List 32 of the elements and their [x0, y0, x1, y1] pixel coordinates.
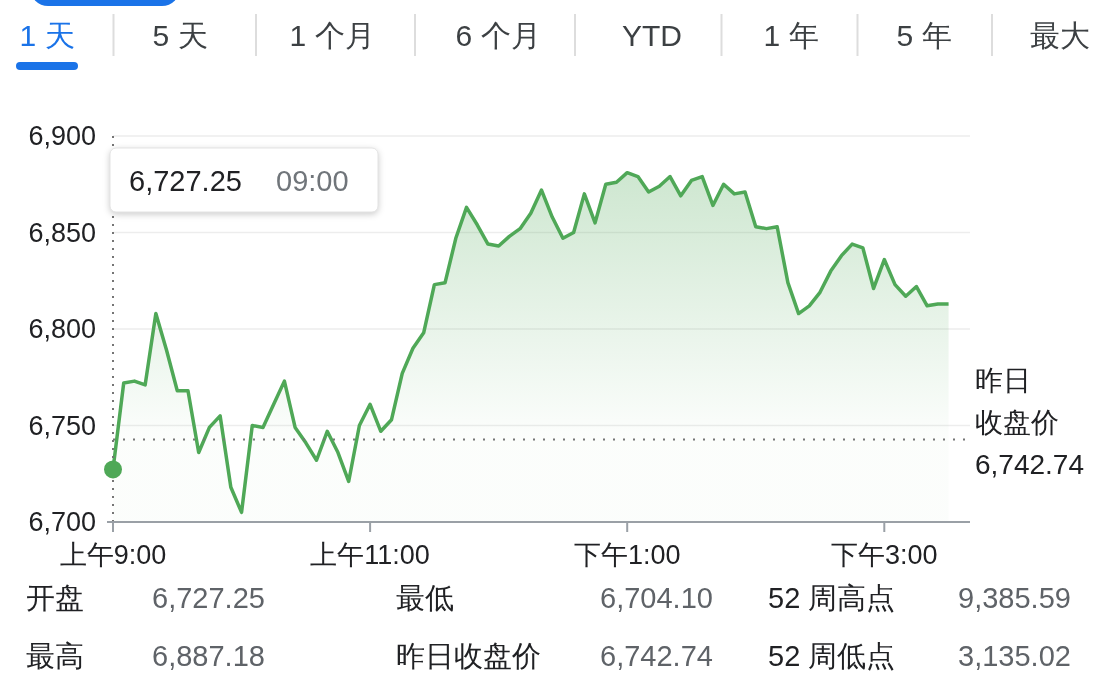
text: 9,385.59: [958, 582, 1071, 614]
text: 1 天: [19, 19, 75, 52]
text: 6,887.18: [152, 640, 265, 672]
y-tick-label: 6,800: [28, 314, 96, 344]
ref-line-label: 昨日收盘价 6,742.74: [975, 364, 1084, 480]
text: 5 年: [896, 19, 952, 52]
x-tick-label: 下午3:00: [831, 540, 938, 570]
x-tick-label: 下午1:00: [573, 540, 681, 570]
y-tick-label: 6,750: [28, 410, 96, 441]
text: 最低: [396, 582, 454, 614]
y-tick-label: 6,850: [28, 217, 96, 248]
annotation: 09:00: [276, 165, 349, 197]
text: 6,704.10: [600, 582, 713, 614]
text: 5 天: [152, 19, 208, 52]
text: 6,742.74: [600, 640, 713, 672]
text: 最大: [1030, 19, 1090, 52]
text: 6,727.25: [152, 582, 265, 614]
text: 最高: [26, 640, 84, 672]
text: 52 周高点: [768, 582, 896, 614]
y-tick-label: 6,900: [28, 121, 96, 151]
x-tick-label: 上午11:00: [310, 540, 430, 570]
text: 52 周低点: [768, 640, 896, 672]
text: 1 个月: [289, 19, 375, 52]
x-tick-label: 上午9:00: [59, 540, 167, 570]
text: 开盘: [26, 582, 84, 614]
text: YTD: [622, 19, 682, 52]
y-tick-label: 6,700: [28, 507, 96, 537]
annotation: 6,727.25: [129, 165, 242, 197]
text: 6 个月: [455, 19, 541, 52]
text: 1 年: [763, 19, 819, 52]
text: 昨日收盘价: [396, 640, 541, 672]
text: 3,135.02: [958, 640, 1071, 672]
